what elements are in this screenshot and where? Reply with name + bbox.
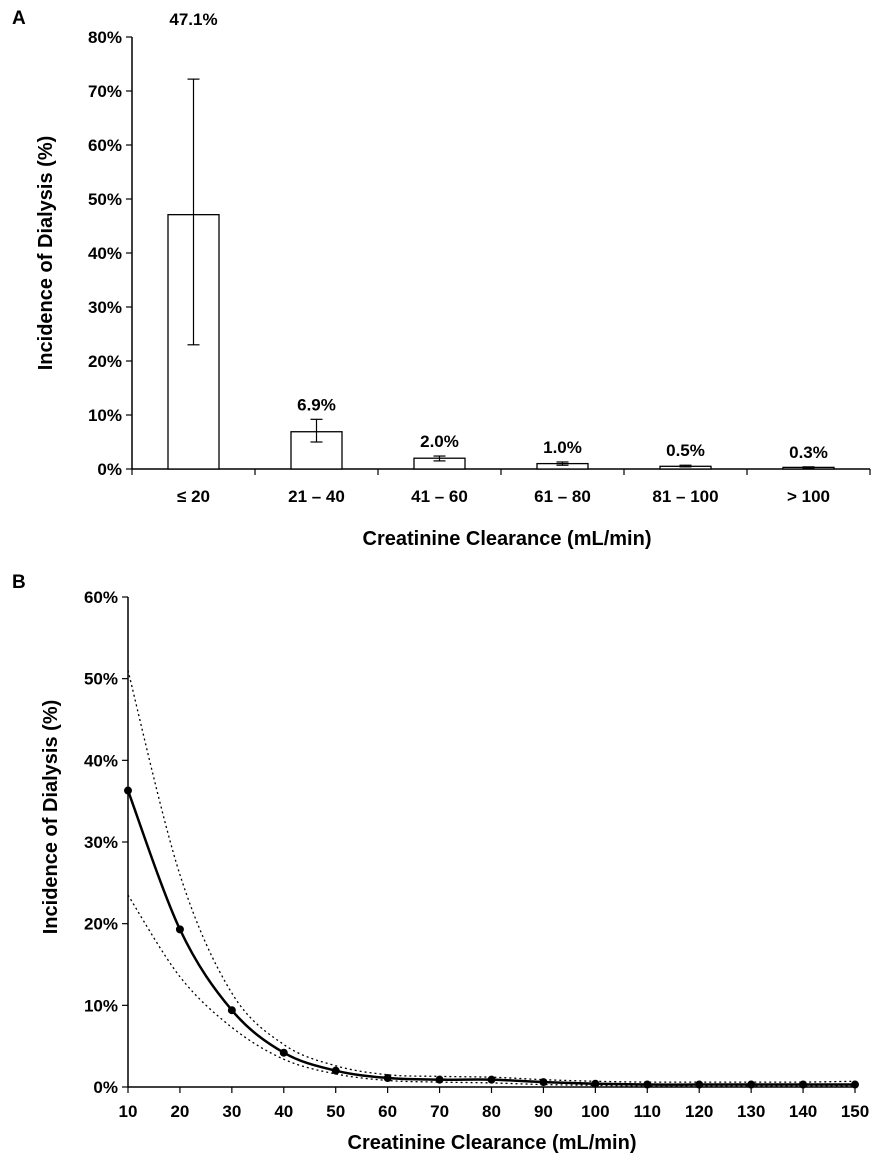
panel-a-data-label: 2.0% (420, 432, 459, 451)
panel-b-y-tick-label: 20% (84, 915, 118, 934)
panel-b-data-point (331, 1066, 340, 1075)
panel-a-data-label: 0.5% (666, 441, 705, 460)
panel-a-y-tick-label: 10% (88, 406, 122, 425)
panel-b-y-tick-label: 10% (84, 996, 118, 1015)
panel-a-x-axis-title: Creatinine Clearance (mL/min) (363, 528, 652, 550)
panel-a-y-tick-label: 20% (88, 352, 122, 371)
panel-b-y-axis-title: Incidence of Dialysis (%) (40, 700, 62, 935)
panel-b-x-tick-label: 30 (222, 1102, 241, 1121)
panel-a-label: A (12, 8, 26, 29)
panel-a-y-tick-label: 40% (88, 244, 122, 263)
panel-b-x-axis-title: Creatinine Clearance (mL/min) (348, 1132, 637, 1154)
panel-b-y-tick-label: 30% (84, 833, 118, 852)
panel-b-plot: 0% 10% 20% 30% 40% 50% 60% 10 20 30 40 50 60 70 80 90 10… (84, 588, 869, 1121)
panel-b-x-tick-label: 80 (482, 1102, 501, 1121)
panel-b-upper-ci-line (127, 670, 856, 1083)
panel-a-data-label: 6.9% (297, 395, 336, 414)
panel-b-x-tick-label: 90 (534, 1102, 553, 1121)
panel-b-lower-ci-line (127, 894, 855, 1087)
panel-b-main-line (126, 790, 855, 1086)
panel-b-y-tick-label: 60% (84, 588, 118, 607)
panel-a-y-tick-label: 50% (88, 190, 122, 209)
panel-b-x-tick-label: 60 (378, 1102, 397, 1121)
panel-b-x-tick-label: 10 (119, 1102, 138, 1121)
panel-b-label: B (12, 572, 26, 593)
panel-a-x-tick-label: 21 – 40 (288, 487, 345, 506)
panel-b-x-tick-label: 150 (841, 1102, 869, 1121)
panel-b-x-tick-label: 110 (634, 1102, 661, 1121)
panel-b-x-tick-label: 50 (326, 1102, 345, 1121)
panel-b-y-tick-label: 40% (84, 751, 118, 770)
panel-a-data-label: 47.1% (169, 10, 217, 29)
panel-b-x-tick-label: 70 (430, 1102, 449, 1121)
panel-b-data-point (695, 1080, 704, 1089)
panel-a-x-tick-label: > 100 (787, 487, 830, 506)
panel-b-y-tick-label: 0% (93, 1078, 118, 1097)
panel-b-data-point (279, 1048, 288, 1057)
panel-a-y-axis-title: Incidence of Dialysis (%) (35, 136, 57, 371)
panel-b-data-point (124, 786, 132, 795)
panel-a-x-tick-label: ≤ 20 (177, 487, 210, 506)
panel-b-y-tick-label: 50% (84, 670, 118, 689)
panel-b-x-tick-label: 140 (789, 1102, 817, 1121)
panel-a-plot: 0% 10% 20% 30% 40% 50% 60% 70% 80% 47.1% ≤ 20 6.9% 2… (88, 10, 871, 506)
panel-a-y-tick-label: 0% (97, 460, 122, 479)
panel-a-y-tick-label: 80% (88, 28, 122, 47)
panel-a-y-tick-label: 30% (88, 298, 122, 317)
panel-a-data-label: 0.3% (789, 443, 828, 462)
panel-a-data-label: 1.0% (543, 438, 582, 457)
panel-b-data-point (851, 1080, 859, 1089)
panel-a-y-tick-label: 70% (88, 82, 122, 101)
panel-a-x-tick-label: 41 – 60 (411, 487, 468, 506)
panel-b-data-point (175, 925, 184, 934)
panel-a-x-tick-label: 61 – 80 (534, 487, 591, 506)
panel-b-x-tick-label: 120 (685, 1102, 713, 1121)
panel-b-x-tick-label: 130 (737, 1102, 765, 1121)
panel-b-data-point (227, 1006, 236, 1015)
panel-b-x-tick-label: 100 (581, 1102, 609, 1121)
panel-b-x-tick-label: 20 (170, 1102, 189, 1121)
panel-a-y-tick-label: 60% (88, 136, 122, 155)
panel-b-x-tick-label: 40 (274, 1102, 293, 1121)
panel-b-data-point (747, 1080, 756, 1089)
panel-a-x-tick-label: 81 – 100 (652, 487, 718, 506)
